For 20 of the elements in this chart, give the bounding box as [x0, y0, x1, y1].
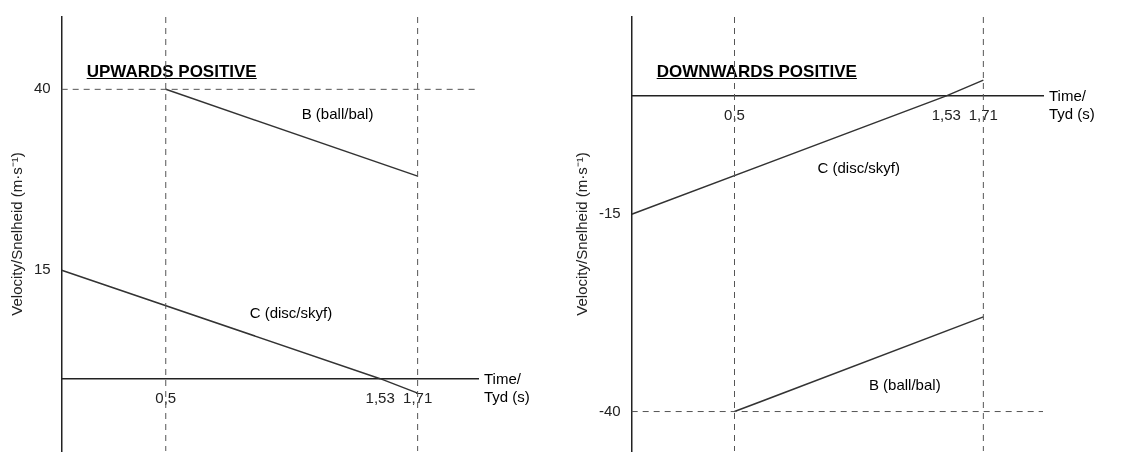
- text: UPWARDS POSITIVE: [86, 62, 257, 82]
- x-axis-title: Time/ Tyd (s): [1049, 86, 1095, 122]
- x-tick-label: 1,71: [968, 106, 998, 124]
- y-axis-title: Velocity/Snelheid (m·s⁻¹): [8, 152, 26, 316]
- x-axis-title: Time/ Tyd (s): [484, 369, 530, 405]
- y-tick-label: -15: [598, 204, 621, 222]
- x-tick-label: 1,71: [403, 388, 433, 406]
- series-label: C (disc/skyf): [817, 159, 901, 177]
- series-label: B (ball/bal): [868, 376, 941, 394]
- y-tick-label: 40: [34, 79, 51, 97]
- series-label: C (disc/skyf): [249, 303, 333, 321]
- y-axis-title: Velocity/Snelheid (m·s⁻¹): [573, 152, 591, 316]
- x-tick-label: 1,53: [365, 388, 395, 406]
- series-label: B (ball/bal): [301, 104, 374, 122]
- x-tick-label: 0,5: [155, 388, 177, 406]
- y-tick-label: 15: [34, 260, 51, 278]
- y-tick-label: -40: [598, 401, 621, 419]
- text: DOWNWARDS POSITIVE: [656, 62, 857, 82]
- x-tick-label: 1,53: [931, 106, 961, 124]
- x-tick-label: 0,5: [724, 106, 745, 124]
